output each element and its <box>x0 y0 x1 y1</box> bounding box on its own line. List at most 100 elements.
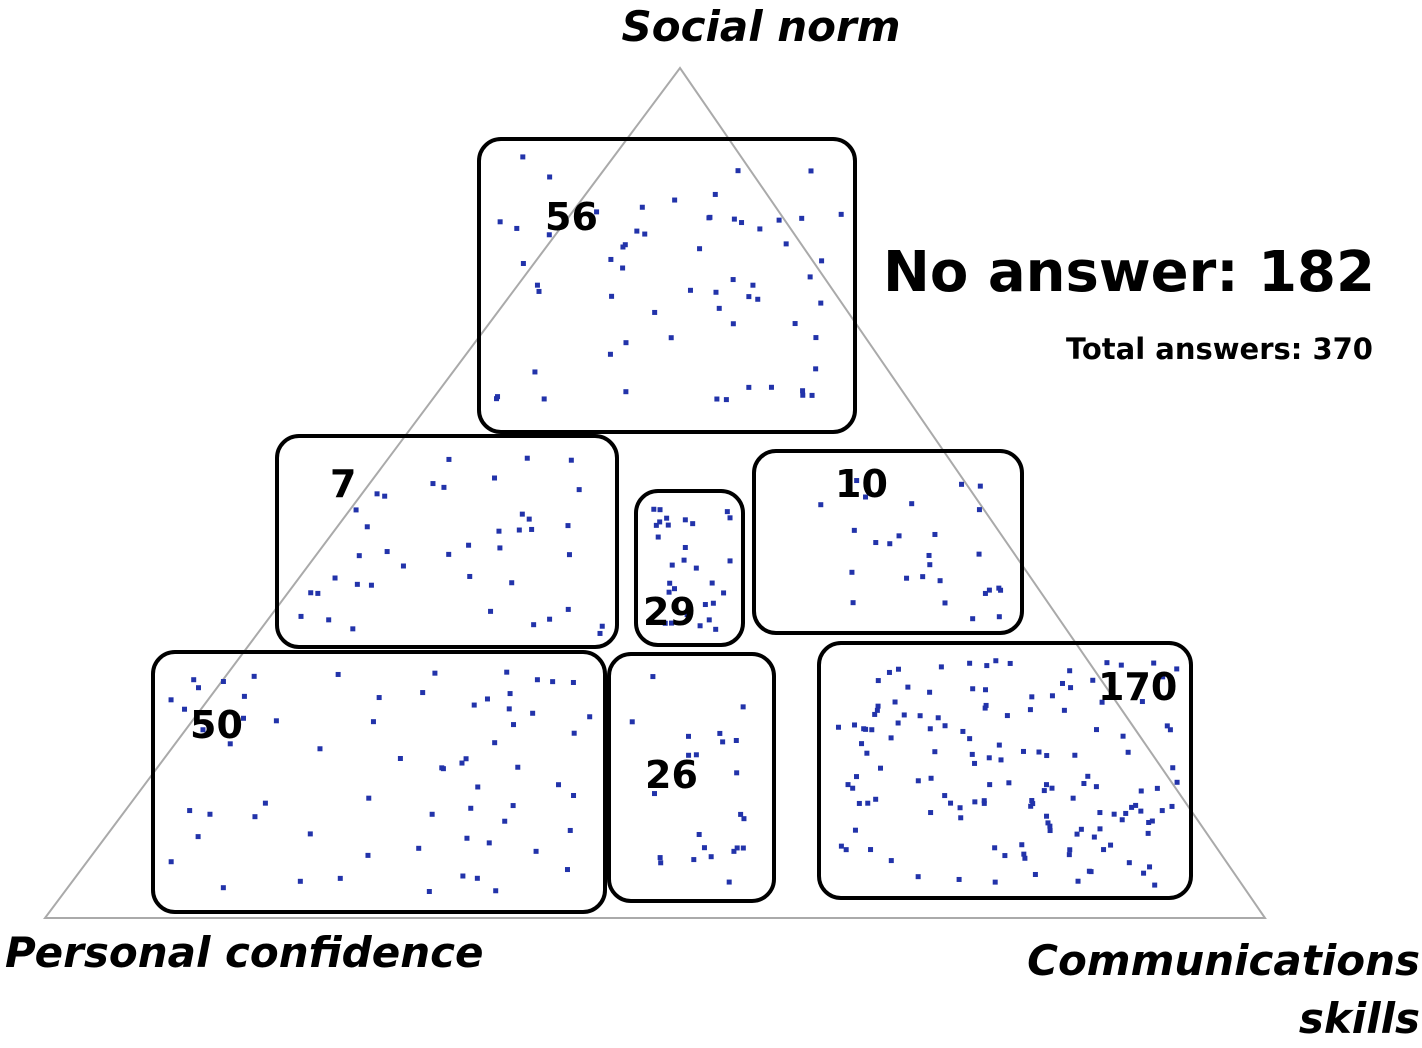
dot <box>976 507 982 513</box>
dot <box>671 586 677 592</box>
dot <box>597 630 603 636</box>
dot <box>488 608 494 614</box>
dot <box>550 679 556 685</box>
dot <box>1006 780 1012 786</box>
no-answer: No answer: 182 <box>883 240 1375 305</box>
region-box <box>752 449 1024 635</box>
dot <box>1170 765 1176 771</box>
dot <box>350 626 356 632</box>
dot <box>996 614 1002 620</box>
dot <box>1111 811 1117 817</box>
dot <box>895 666 901 672</box>
dot <box>859 741 865 747</box>
dot <box>486 840 492 846</box>
dot <box>915 778 921 784</box>
dot <box>1047 828 1053 834</box>
dot <box>920 574 926 580</box>
dot <box>712 191 718 197</box>
right-axis-label: Communications skills <box>1027 936 1420 1043</box>
dot <box>970 616 976 622</box>
dot <box>873 796 879 802</box>
dot <box>998 757 1004 763</box>
dot <box>792 321 798 327</box>
dot <box>432 670 438 676</box>
dot <box>1097 810 1103 816</box>
dot <box>967 660 973 666</box>
dot <box>1146 819 1152 825</box>
dot <box>370 719 376 725</box>
dot <box>948 800 954 806</box>
dot <box>1019 842 1025 848</box>
dot <box>717 730 723 736</box>
dot <box>629 719 635 725</box>
dot <box>875 703 881 709</box>
dot <box>851 527 857 533</box>
dot <box>707 214 713 220</box>
dot <box>526 516 532 522</box>
dot <box>651 506 657 512</box>
dot <box>241 693 247 699</box>
dot <box>1160 674 1166 680</box>
dot <box>886 669 892 675</box>
dot <box>901 712 907 718</box>
dot <box>982 590 988 596</box>
dot <box>665 522 671 528</box>
dot <box>800 392 806 398</box>
dot <box>1029 798 1035 804</box>
dot <box>168 859 174 865</box>
dot <box>935 715 941 721</box>
dot <box>524 455 530 461</box>
dot <box>502 818 508 824</box>
dot <box>1007 660 1013 666</box>
dot <box>1129 804 1135 810</box>
dot <box>441 484 447 490</box>
dot <box>1004 713 1010 719</box>
dot <box>556 782 562 788</box>
dot <box>429 811 435 817</box>
dot <box>484 696 490 702</box>
dot <box>927 726 933 732</box>
dot <box>850 785 856 791</box>
dot <box>735 168 741 174</box>
dot <box>515 764 521 770</box>
dot <box>364 524 370 530</box>
dot <box>168 697 174 703</box>
dot <box>220 679 226 685</box>
dot <box>565 606 571 612</box>
dot <box>400 563 406 569</box>
dot <box>608 256 614 262</box>
dot <box>668 335 674 341</box>
dot <box>861 726 867 732</box>
dot <box>1120 733 1126 739</box>
dot <box>1072 752 1078 758</box>
dot <box>701 845 707 851</box>
dot <box>1061 707 1067 713</box>
dot <box>993 658 999 664</box>
dot <box>520 260 526 266</box>
region-count: 29 <box>643 590 696 634</box>
dot <box>1152 882 1158 888</box>
dot <box>547 174 553 180</box>
dot <box>655 534 661 540</box>
dot <box>888 858 894 864</box>
dot <box>652 791 658 797</box>
dot <box>915 874 921 880</box>
dot <box>566 552 572 558</box>
dot <box>757 226 763 232</box>
dot <box>1049 785 1055 791</box>
dot <box>852 722 858 728</box>
dot <box>959 481 965 487</box>
dot <box>969 751 975 757</box>
dot <box>685 733 691 739</box>
dot <box>657 507 663 513</box>
dot <box>895 720 901 726</box>
dot <box>397 755 403 761</box>
dot <box>1169 803 1175 809</box>
dot <box>942 723 948 729</box>
triangle <box>43 66 1267 919</box>
dot <box>516 527 522 533</box>
dot <box>623 389 629 395</box>
dot <box>564 867 570 873</box>
dot <box>917 713 923 719</box>
